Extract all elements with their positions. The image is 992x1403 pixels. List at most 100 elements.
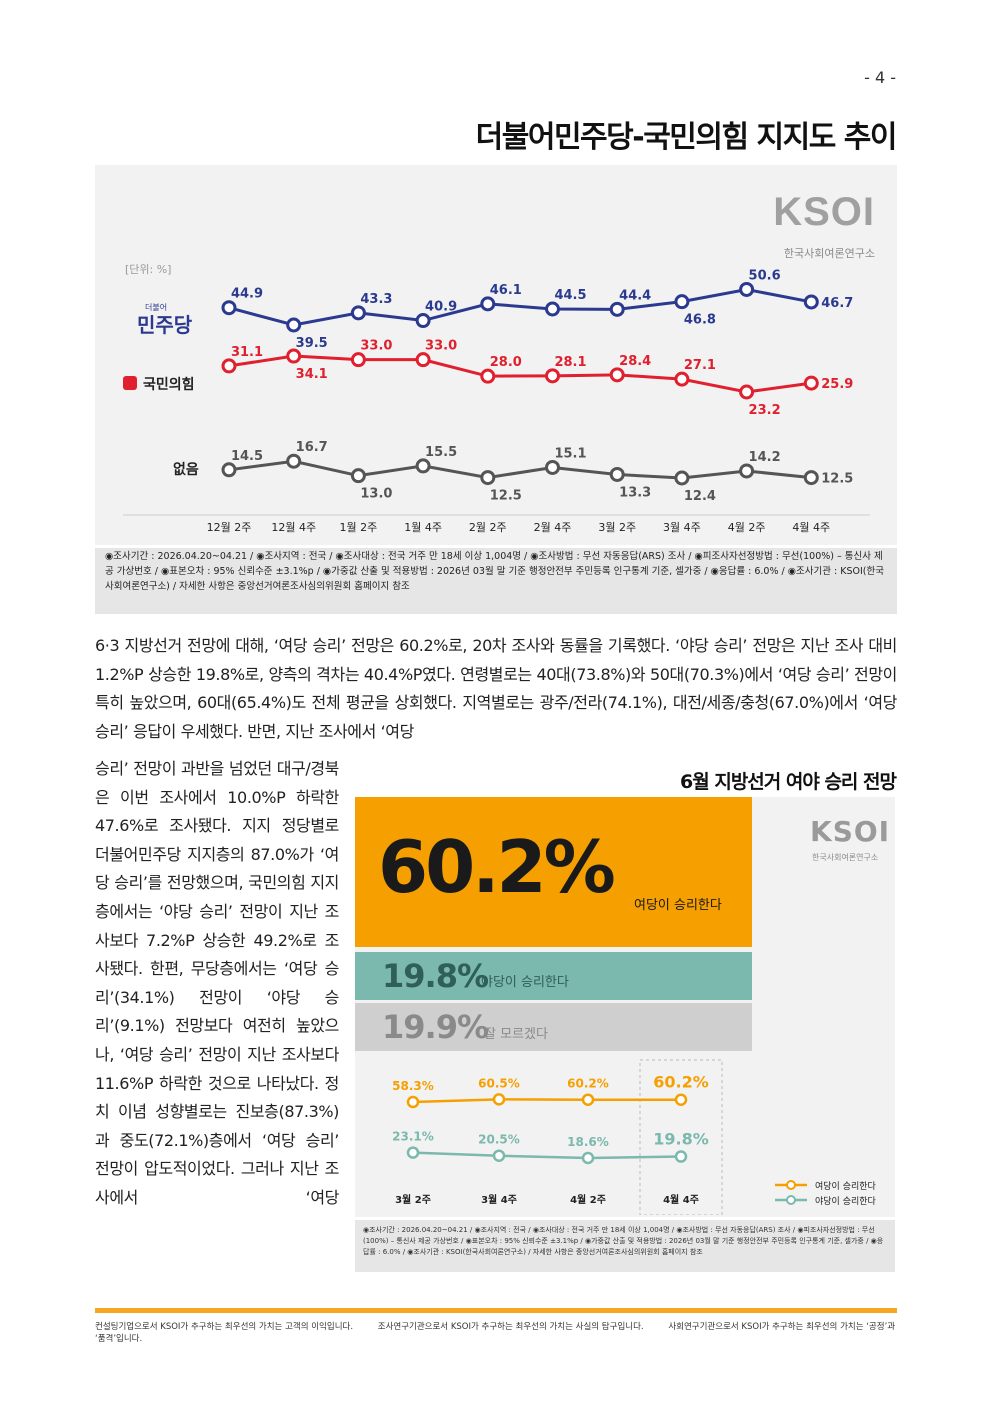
chart2-data-label: 23.1%: [392, 1130, 434, 1144]
data-point: [739, 281, 755, 297]
x-tick-label: 1월 2주: [340, 521, 378, 534]
data-label: 39.5: [296, 336, 328, 351]
legend-swatch-point: [786, 1195, 796, 1205]
ksoi-logo-2: KSOI: [810, 815, 891, 848]
x-tick-label: 12월 4주: [271, 521, 316, 534]
data-point: [286, 317, 302, 333]
data-label: 44.5: [554, 288, 586, 303]
data-label: 44.9: [231, 287, 263, 302]
data-point: [674, 294, 690, 310]
data-label: 43.3: [360, 292, 392, 307]
data-point: [350, 305, 366, 321]
data-label: 12.5: [490, 489, 522, 504]
chart2-series-line-0: [412, 1098, 681, 1104]
data-label: 15.1: [554, 446, 586, 461]
data-point: [803, 375, 819, 391]
data-point: [545, 301, 560, 317]
chart2-data-point: [406, 1146, 420, 1159]
data-label: 12.4: [684, 489, 716, 504]
data-label: 13.0: [360, 487, 392, 502]
data-point: [609, 367, 625, 383]
chart2-data-point: [492, 1149, 506, 1162]
chart2-data-point: [674, 1150, 688, 1163]
footer-text-1: 컨설팅기업으로서 KSOI가 추구하는 최우선의 가치는 고객의 이익입니다.: [95, 1322, 354, 1332]
chart2-x-tick-label: 4월 4주: [663, 1194, 699, 1206]
legend-label: 여당이 승리한다: [815, 1180, 877, 1192]
body-paragraph-2: 승리’ 전망이 과반을 넘었던 대구/경북은 이번 조사에서 10.0%P 하락…: [95, 759, 339, 1207]
chart2-data-label: 19.8%: [653, 1130, 709, 1149]
data-point: [545, 368, 560, 384]
data-point: [803, 294, 819, 310]
chart2-x-tick-label: 3월 2주: [395, 1194, 431, 1206]
summary-unsure-label: 잘 모르겠다: [484, 1027, 548, 1042]
footer-rule: [95, 1308, 897, 1313]
data-point: [221, 300, 237, 316]
data-label: 44.4: [619, 288, 651, 303]
ksoi-logo-sub: 한국사회여론연구소: [784, 247, 875, 260]
chart2-survey-info: ◉조사기간 : 2026.04.20~04.21 / ◉조사지역 : 전국 / …: [355, 1220, 895, 1272]
data-label: 16.7: [296, 440, 328, 455]
data-point: [221, 462, 237, 478]
chart2-svg: 58.3% 60.5% 60.2% 60.2% 23.1% 20.5% 18.6% 19.8%…: [392, 1059, 877, 1216]
chart2-title: 6월 지방선거 여야 승리 전망: [680, 771, 897, 793]
chart2-data-point: [581, 1151, 595, 1165]
data-label: 28.1: [554, 355, 586, 370]
data-label: 46.7: [821, 296, 853, 311]
x-tick-label: 2월 4주: [534, 521, 572, 534]
data-point: [415, 458, 431, 474]
series-line-2: [228, 459, 812, 480]
x-tick-label: 1월 4주: [404, 521, 442, 534]
summary-ruling-value: 60.2%: [378, 825, 616, 909]
data-point: [739, 463, 755, 479]
summary-bar-unsure: [355, 1003, 752, 1051]
chart2-data-label: 60.2%: [653, 1073, 709, 1092]
chart1-panel: KSOI 한국사회여론연구소 [단위: %] 더불어 민주당 국민의힘 없음 12월 2주 12…: [95, 165, 897, 545]
data-label: 14.5: [231, 449, 263, 464]
chart1-title: 더불어민주당-국민의힘 지지도 추이: [475, 120, 898, 155]
chart2-data-point: [406, 1095, 420, 1109]
series-line-1: [228, 354, 812, 394]
data-label: 46.1: [490, 283, 522, 298]
page-number: - 4 -: [864, 68, 896, 87]
data-point: [480, 296, 496, 312]
x-tick-label: 4월 2주: [728, 521, 766, 534]
data-point: [674, 371, 690, 387]
chart2-line-area: 58.3% 60.5% 60.2% 60.2% 23.1% 20.5% 18.6% 19.8%…: [355, 1055, 895, 1219]
data-point: [286, 348, 302, 364]
data-point: [739, 384, 755, 400]
x-tick-label: 2월 2주: [469, 521, 507, 534]
chart2-x-tick-label: 4월 2주: [570, 1194, 606, 1206]
data-point: [609, 466, 625, 482]
data-label: 50.6: [749, 268, 781, 283]
footer: 컨설팅기업으로서 KSOI가 추구하는 최우선의 가치는 고객의 이익입니다. …: [95, 1320, 897, 1344]
data-point: [803, 470, 819, 486]
chart2-data-label: 18.6%: [567, 1135, 609, 1149]
data-point: [480, 470, 496, 486]
data-label: 33.0: [425, 339, 457, 354]
chart2-data-label: 58.3%: [392, 1079, 434, 1093]
ksoi-logo-2-sub: 한국사회여론연구소: [812, 853, 879, 862]
data-point: [415, 352, 431, 368]
data-label: 14.2: [749, 450, 781, 465]
chart2-data-point: [492, 1093, 506, 1106]
body-paragraph-1: 6·3 지방선거 전망에 대해, ‘여당 승리’ 전망은 60.2%로, 20차…: [95, 636, 897, 741]
x-tick-label: 4월 4주: [792, 521, 830, 534]
chart1-unit: [단위: %]: [125, 263, 171, 276]
data-point: [286, 453, 302, 469]
data-point: [674, 470, 690, 486]
x-tick-label: 3월 4주: [663, 521, 701, 534]
party-label-democratic: 민주당: [137, 313, 193, 337]
summary-bar-opposition: [355, 952, 752, 1000]
ppp-logo-mark: [123, 376, 137, 390]
data-label: 23.2: [749, 403, 781, 418]
data-label: 46.8: [684, 313, 716, 328]
summary-bar-ruling: [355, 797, 752, 947]
chart2-x-tick-label: 3월 4주: [481, 1194, 517, 1206]
data-point: [350, 468, 366, 484]
series-line-0: [228, 287, 812, 327]
chart2-data-point: [581, 1093, 595, 1106]
footer-text-2: 조사연구기관으로서 KSOI가 추구하는 최우선의 가치는 사실의 탐구입니다.: [377, 1322, 644, 1332]
party-label-ppp: 국민의힘: [143, 376, 195, 393]
chart1-survey-info: ◉조사기간 : 2026.04.20~04.21 / ◉조사지역 : 전국 / …: [95, 548, 897, 614]
